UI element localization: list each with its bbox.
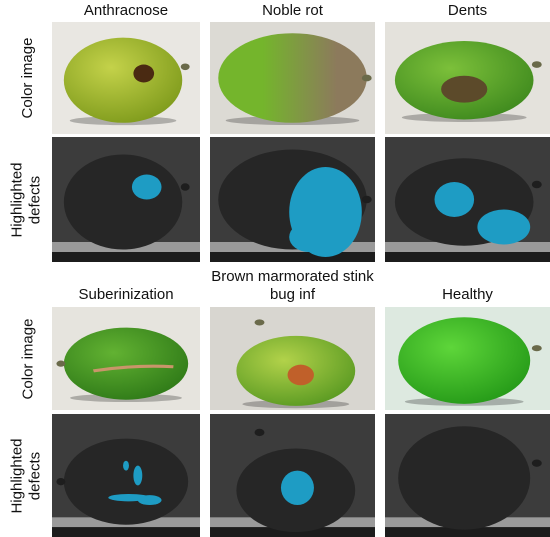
fruit <box>398 426 531 530</box>
color-image <box>52 22 200 134</box>
fruit <box>63 438 189 525</box>
highlight <box>137 495 162 506</box>
column-title: Dents <box>447 2 488 19</box>
color-image <box>385 22 550 134</box>
highlight <box>280 470 314 506</box>
table-front <box>52 252 200 262</box>
color-image <box>210 307 375 410</box>
defect-spot <box>287 364 314 386</box>
stem <box>361 74 372 82</box>
fruit <box>218 33 367 123</box>
stem <box>254 428 265 437</box>
column-title: Suberinization <box>78 286 174 303</box>
stem <box>56 477 66 486</box>
stem <box>531 345 542 352</box>
column-title: Anthracnose <box>83 2 169 19</box>
highlight <box>289 222 329 252</box>
highlight <box>131 174 162 200</box>
defect-image <box>385 137 550 262</box>
stem <box>531 61 542 68</box>
column-title: Brown marmorated stink bug inf <box>211 268 374 303</box>
defect-image <box>52 414 200 537</box>
highlight <box>434 182 475 217</box>
color-image <box>52 307 200 410</box>
row-label: Color image <box>19 37 36 119</box>
table-front <box>385 252 550 262</box>
table-edge <box>385 242 550 252</box>
highlight <box>123 460 129 471</box>
color-image <box>385 307 550 410</box>
defect-spot <box>133 64 155 83</box>
fruit <box>63 327 189 400</box>
row-label: Highlighted defects <box>8 161 43 238</box>
table-front <box>210 252 375 262</box>
defect-image <box>210 414 375 537</box>
fruit <box>63 154 183 250</box>
table-front <box>210 527 375 537</box>
defect-image <box>210 137 375 262</box>
fruit <box>398 317 531 404</box>
stem <box>254 319 265 326</box>
highlight <box>477 209 531 245</box>
table-front <box>52 527 200 537</box>
row-label: Color image <box>19 318 36 399</box>
highlight <box>133 465 143 486</box>
fruit <box>63 37 183 123</box>
table-front <box>385 527 550 537</box>
defect-spot <box>441 75 488 103</box>
stem <box>56 360 66 367</box>
stem <box>531 459 542 467</box>
stem <box>180 63 190 71</box>
color-image <box>210 22 375 134</box>
row-label: Highlighted defects <box>8 437 43 514</box>
stem <box>531 180 542 189</box>
scar <box>92 364 174 373</box>
stem <box>361 195 372 204</box>
defect-image <box>385 414 550 537</box>
column-title: Noble rot <box>262 2 323 19</box>
stem <box>180 183 190 191</box>
defect-image <box>52 137 200 262</box>
column-title: Healthy <box>442 286 493 303</box>
